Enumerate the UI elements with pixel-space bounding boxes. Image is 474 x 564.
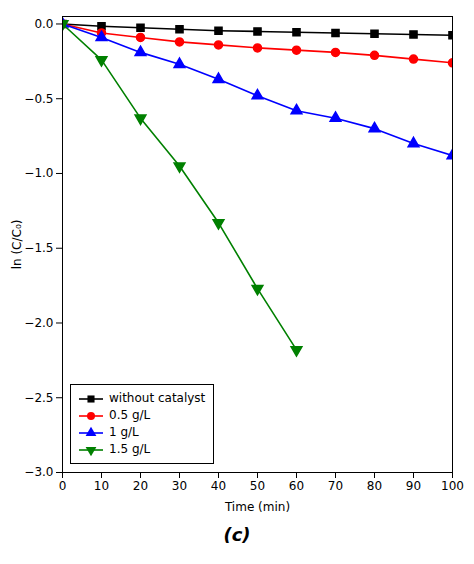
svg-text:ln (C/C₀): ln (C/C₀) [10, 220, 24, 270]
svg-text:0.0: 0.0 [34, 17, 53, 31]
svg-text:−2.5: −2.5 [24, 391, 53, 405]
svg-text:−1.0: −1.0 [24, 166, 53, 180]
svg-text:60: 60 [289, 479, 304, 493]
svg-text:−0.5: −0.5 [24, 92, 53, 106]
html-text:1 g/L: 1 g/L [109, 425, 139, 439]
svg-text:70: 70 [328, 479, 343, 493]
svg-text:90: 90 [406, 479, 421, 493]
html-text:(c): (c) [223, 524, 251, 545]
svg-text:0: 0 [59, 479, 67, 493]
svg-text:20: 20 [133, 479, 148, 493]
svg-text:80: 80 [367, 479, 382, 493]
svg-text:40: 40 [211, 479, 226, 493]
svg-text:−3.0: −3.0 [24, 465, 53, 479]
svg-text:−2.0: −2.0 [24, 316, 53, 330]
svg-text:Time (min): Time (min) [224, 500, 290, 514]
html-text:1.5 g/L: 1.5 g/L [109, 442, 151, 456]
svg-text:30: 30 [172, 479, 187, 493]
svg-text:10: 10 [94, 479, 109, 493]
html-text:0.5 g/L: 0.5 g/L [109, 408, 151, 422]
svg-text:−1.5: −1.5 [24, 241, 53, 255]
svg-text:100: 100 [441, 479, 464, 493]
html-text:without catalyst: without catalyst [109, 391, 206, 405]
svg-text:50: 50 [250, 479, 265, 493]
